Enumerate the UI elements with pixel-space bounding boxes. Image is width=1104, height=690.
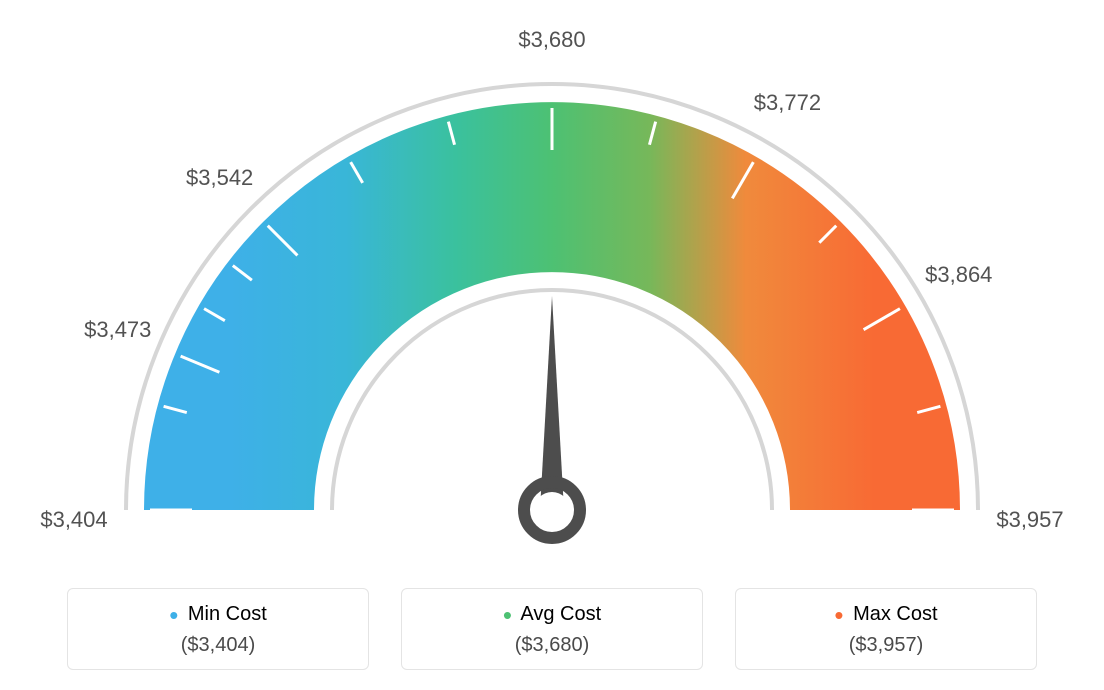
gauge-tick-label: $3,404	[40, 507, 107, 533]
gauge-tick-label: $3,957	[996, 507, 1063, 533]
gauge-tick-label: $3,772	[754, 90, 821, 116]
legend-title-text: Max Cost	[853, 603, 937, 625]
cost-gauge: $3,404 $3,473 $3,542 $3,680 $3,772 $3,864 $3,9…	[0, 0, 1104, 560]
legend-title-min: • Min Cost	[68, 603, 368, 626]
legend-card-max: • Max Cost ($3,957)	[735, 588, 1037, 670]
legend-title-text: Avg Cost	[520, 603, 601, 625]
dot-icon: •	[503, 600, 516, 630]
legend-title-text: Min Cost	[188, 603, 267, 625]
gauge-needle-ring-inner	[534, 492, 570, 528]
gauge-tick-label: $3,473	[84, 317, 151, 343]
legend-row: • Min Cost ($3,404) • Avg Cost ($3,680) …	[0, 588, 1104, 670]
dot-icon: •	[834, 600, 847, 630]
dot-icon: •	[169, 600, 182, 630]
legend-card-min: • Min Cost ($3,404)	[67, 588, 369, 670]
legend-value-max: ($3,957)	[736, 634, 1036, 657]
gauge-tick-label: $3,680	[518, 27, 585, 53]
legend-title-max: • Max Cost	[736, 603, 1036, 626]
gauge-tick-label: $3,542	[186, 165, 253, 191]
legend-title-avg: • Avg Cost	[402, 603, 702, 626]
legend-card-avg: • Avg Cost ($3,680)	[401, 588, 703, 670]
gauge-tick-label: $3,864	[925, 262, 992, 288]
legend-value-avg: ($3,680)	[402, 634, 702, 657]
legend-value-min: ($3,404)	[68, 634, 368, 657]
